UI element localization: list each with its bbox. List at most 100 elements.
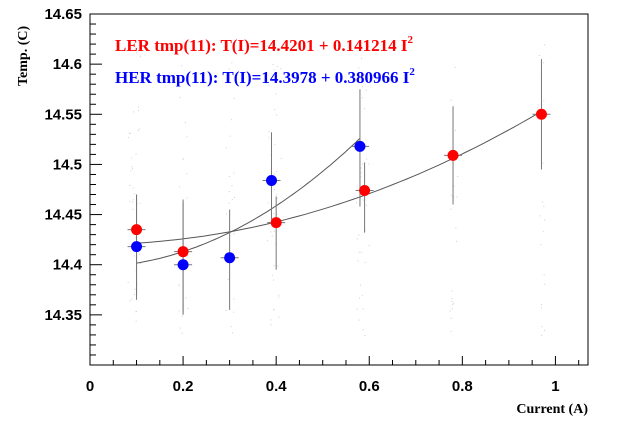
background-sample <box>450 208 452 210</box>
background-sample <box>268 136 270 138</box>
background-sample <box>539 215 541 217</box>
background-sample <box>278 294 280 296</box>
data-point <box>131 241 143 253</box>
background-sample <box>129 184 131 186</box>
background-sample <box>368 45 370 47</box>
background-sample <box>139 202 141 204</box>
background-sample <box>134 255 136 257</box>
background-sample <box>273 264 275 266</box>
background-sample <box>366 79 368 81</box>
background-sample <box>131 298 133 300</box>
background-sample <box>455 227 457 229</box>
background-sample <box>231 62 233 64</box>
background-sample <box>227 278 229 280</box>
background-sample <box>542 231 544 233</box>
background-sample <box>273 309 275 310</box>
background-sample <box>273 279 274 281</box>
background-sample <box>358 319 360 321</box>
background-sample <box>135 237 137 239</box>
background-sample <box>276 114 278 116</box>
data-point <box>177 246 189 258</box>
background-sample <box>358 297 360 299</box>
background-sample <box>361 163 363 165</box>
background-sample <box>134 288 136 290</box>
data-point <box>354 140 366 152</box>
background-sample <box>455 129 456 131</box>
background-sample <box>278 316 280 318</box>
background-sample <box>186 173 188 175</box>
background-sample <box>451 308 453 309</box>
background-sample <box>271 78 273 80</box>
background-sample <box>233 233 235 235</box>
background-sample <box>450 195 452 196</box>
background-sample <box>138 128 140 130</box>
background-sample <box>129 300 131 302</box>
background-sample <box>538 55 540 56</box>
background-sample <box>271 235 273 237</box>
background-sample <box>225 310 227 311</box>
background-sample <box>140 263 142 265</box>
legend-ler-text: LER tmp(11): T(I)=14.4201 + 0.141214 I2 <box>115 34 414 55</box>
y-tick-label: 14.6 <box>53 56 82 73</box>
background-sample <box>362 86 364 88</box>
background-sample <box>276 65 278 67</box>
background-sample <box>229 135 231 137</box>
x-axis: 0 0.2 0.4 0.6 0.8 1 <box>86 356 580 395</box>
background-sample <box>134 294 135 295</box>
background-sample <box>541 307 542 309</box>
background-sample <box>228 191 230 193</box>
background-sample <box>137 130 139 131</box>
y-tick-label: 14.4 <box>53 257 83 274</box>
background-sample <box>356 202 358 204</box>
background-sample <box>231 185 233 187</box>
background-sample <box>132 199 134 201</box>
fit-curve <box>136 138 361 264</box>
background-sample <box>541 334 542 336</box>
background-sample <box>135 320 137 322</box>
data-point <box>177 259 189 271</box>
y-tick-label: 14.45 <box>44 207 82 224</box>
background-sample <box>368 163 370 165</box>
background-sample <box>358 234 360 236</box>
background-sample <box>361 295 363 297</box>
background-sample <box>187 254 189 256</box>
background-sample <box>356 308 358 310</box>
background-sample <box>274 143 276 145</box>
background-sample <box>542 162 544 164</box>
background-sample <box>270 231 272 233</box>
background-sample <box>180 65 182 67</box>
background-sample <box>362 329 364 331</box>
background-sample <box>360 284 361 286</box>
background-sample <box>543 205 545 207</box>
background-sample <box>127 281 129 283</box>
background-sample <box>178 285 180 287</box>
background-sample <box>541 326 543 328</box>
background-sample <box>179 81 181 83</box>
background-sample <box>452 304 454 306</box>
background-sample <box>184 122 186 124</box>
background-sample <box>178 186 180 188</box>
x-tick-label: 0.4 <box>266 378 288 395</box>
background-sample <box>276 197 278 199</box>
background-sample <box>267 202 269 204</box>
background-sample <box>543 274 545 276</box>
background-sample <box>456 196 458 198</box>
background-sample <box>136 52 138 54</box>
background-sample <box>360 176 362 178</box>
background-sample <box>233 298 235 300</box>
background-sample <box>276 170 278 172</box>
background-sample <box>272 42 273 44</box>
background-sample <box>364 261 366 263</box>
background-sample <box>226 213 227 215</box>
background-sample <box>274 173 276 175</box>
background-sample <box>230 326 232 327</box>
fit-curves <box>136 110 542 264</box>
error-bars <box>127 59 551 315</box>
background-sample <box>134 47 136 49</box>
background-sample <box>361 45 362 47</box>
background-sample <box>280 68 282 70</box>
background-sample <box>133 111 135 113</box>
data-point <box>270 217 282 229</box>
background-sample <box>132 208 134 210</box>
x-tick-label: 0.2 <box>173 378 194 395</box>
